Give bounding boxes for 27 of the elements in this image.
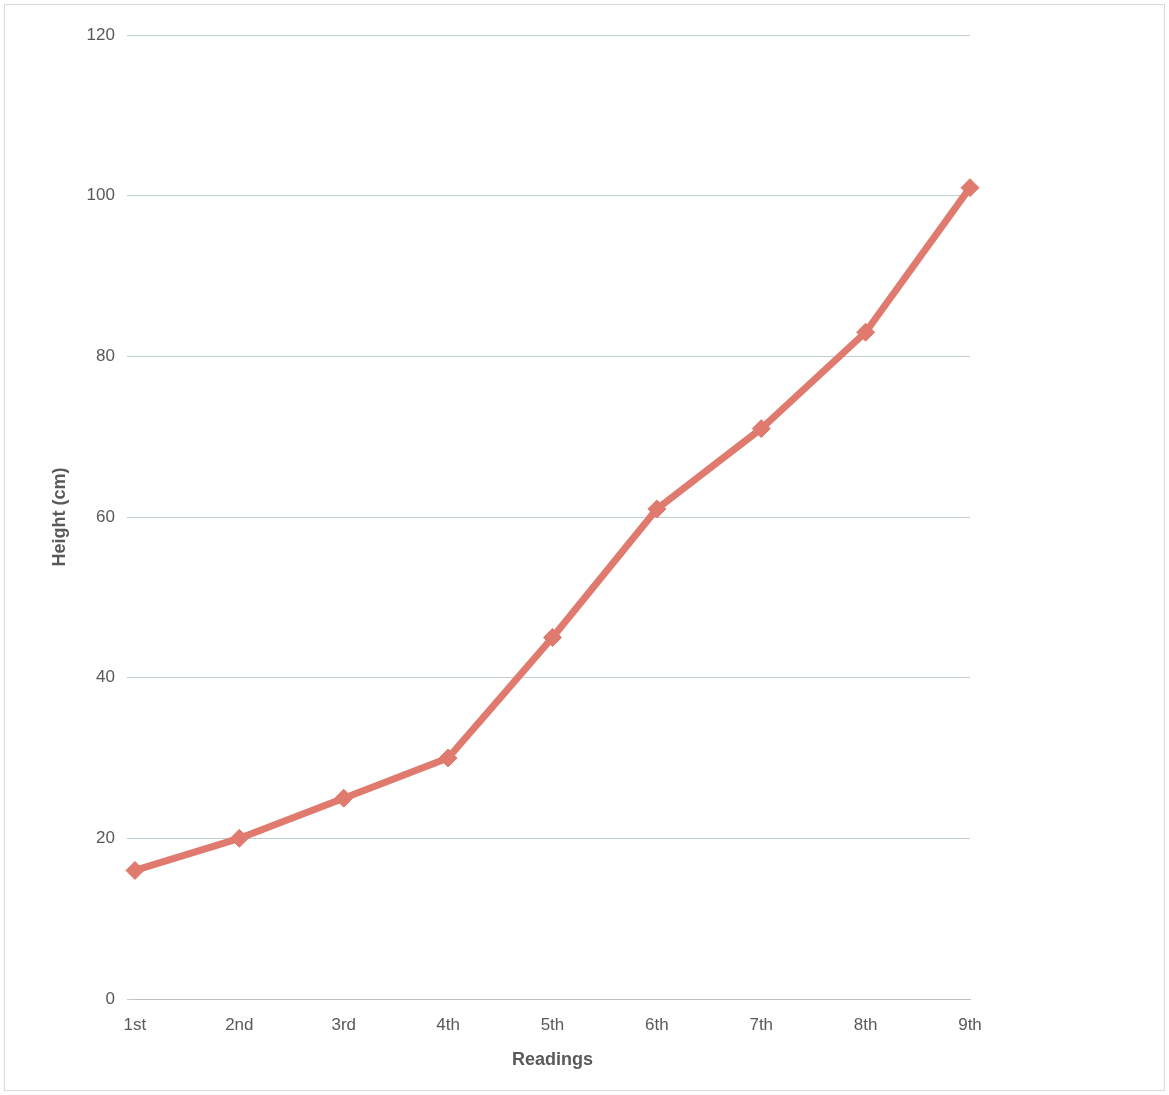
y-tick-label: 80 bbox=[96, 346, 115, 366]
point bbox=[856, 322, 876, 342]
y-tick-label: 40 bbox=[96, 667, 115, 687]
x-tick-label: 5th bbox=[540, 1014, 565, 1034]
y-tick-label: 0 bbox=[105, 988, 115, 1008]
y-tick-label: 120 bbox=[86, 24, 115, 44]
point bbox=[125, 860, 145, 880]
point bbox=[229, 828, 249, 848]
point bbox=[334, 788, 354, 808]
y-axis-title: Height (cm) bbox=[48, 467, 69, 567]
x-tick-label: 9th bbox=[958, 1014, 982, 1034]
point bbox=[960, 178, 980, 198]
y-tick-label: 20 bbox=[96, 828, 115, 848]
x-tick-label: 4th bbox=[436, 1014, 460, 1034]
x-tick-label: 2nd bbox=[225, 1014, 254, 1034]
y-tick-label: 100 bbox=[86, 185, 115, 205]
x-tick-label: 6th bbox=[645, 1014, 669, 1034]
point bbox=[647, 499, 667, 519]
x-tick-label: 7th bbox=[749, 1014, 774, 1034]
x-tick-label: 3rd bbox=[331, 1014, 357, 1034]
point bbox=[438, 748, 458, 768]
point bbox=[542, 628, 562, 647]
x-tick-label: 1st bbox=[123, 1014, 147, 1034]
x-axis-title: Readings bbox=[511, 1049, 593, 1070]
point bbox=[751, 419, 771, 439]
y-tick-label: 60 bbox=[96, 506, 115, 526]
x-tick-label: 8th bbox=[853, 1014, 878, 1034]
